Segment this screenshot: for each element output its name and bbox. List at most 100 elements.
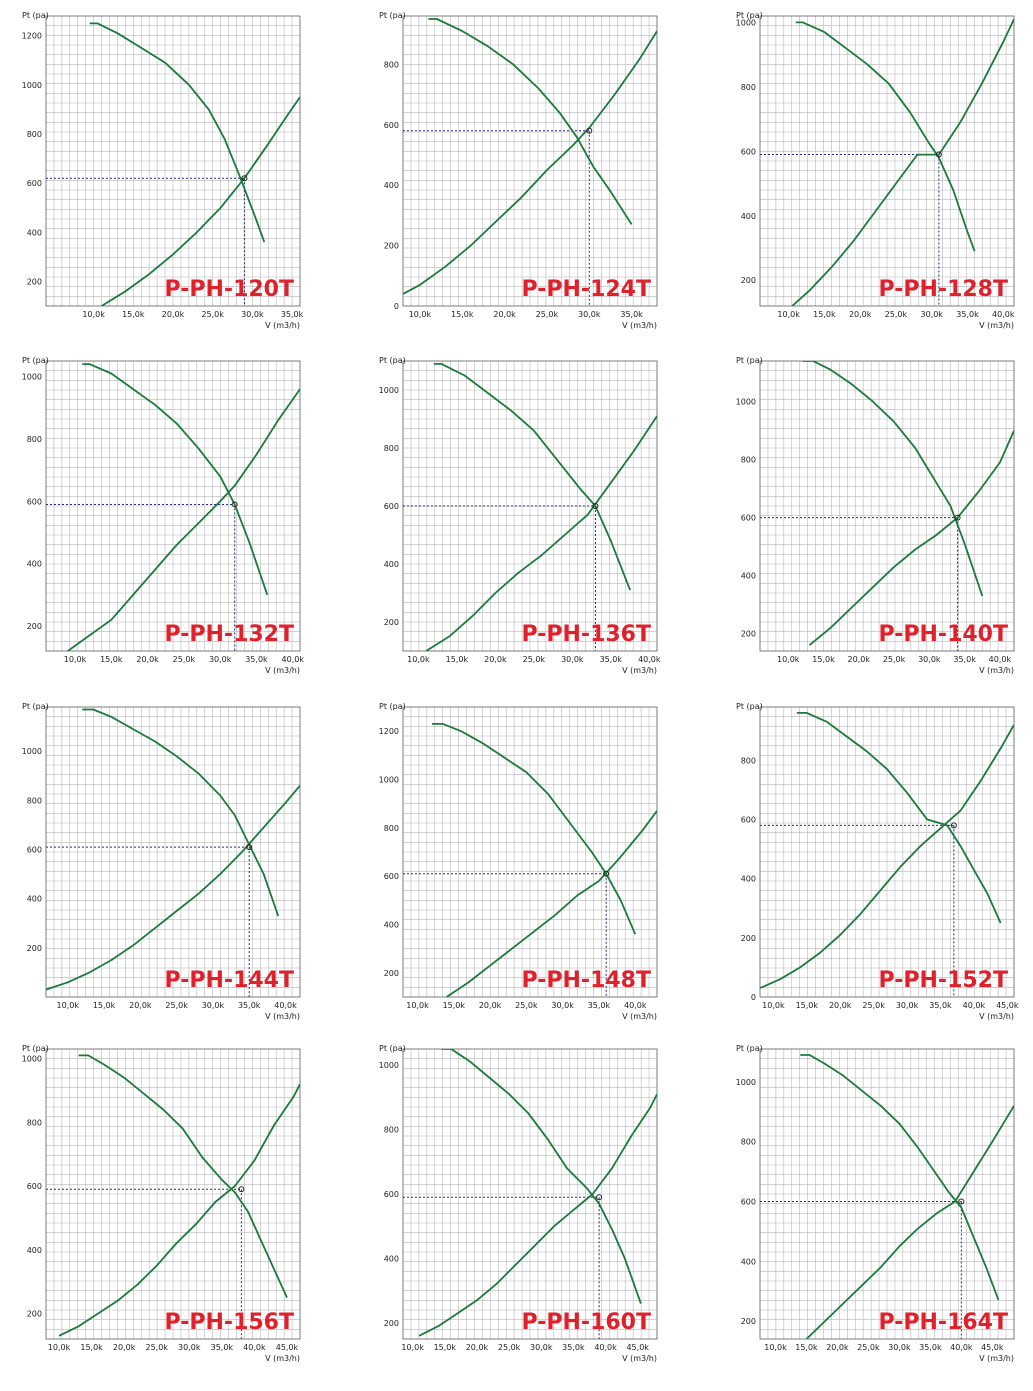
x-tick-label: 20,0k — [466, 1343, 489, 1352]
y-tick-label: 1000 — [736, 1078, 756, 1087]
x-axis-title: V (m3/h) — [265, 1354, 300, 1363]
x-tick-label: 10,0k — [57, 1001, 80, 1010]
chart-panel-p-ph-144t: 200 400 600 800 1000 10,0k 15,0k 20,0k 25,0k 30,0… — [8, 699, 308, 1039]
operating-point-guides — [403, 1196, 600, 1339]
x-axis-title: V (m3/h) — [265, 666, 300, 675]
x-tick-label: 30,0k — [551, 1001, 574, 1010]
grid-lines — [45, 706, 301, 998]
x-tick-label: 30,0k — [918, 655, 941, 664]
x-tick-label: 30,0k — [209, 655, 232, 664]
operating-point-marker — [231, 501, 238, 508]
x-tick-label: 15,0k — [812, 655, 835, 664]
y-tick-label: 400 — [741, 1257, 756, 1266]
x-tick-label: 40,0k — [624, 1001, 647, 1010]
y-axis-title: Pt (pa) — [379, 1044, 406, 1053]
operating-point-guides — [760, 1200, 962, 1339]
operating-point-guides — [760, 824, 955, 997]
chart-panel-p-ph-124t: 0 200 400 600 800 10,0k 15,0k 20,0k 25,0k 30,0k 35… — [365, 8, 665, 348]
x-tick-label: 35,0k — [588, 1001, 611, 1010]
fan-curve — [796, 712, 1002, 924]
x-tick-label: 40,0k — [638, 655, 661, 664]
fan-curve — [433, 363, 631, 591]
x-tick-label: 45,0k — [996, 1001, 1019, 1010]
system-curve — [101, 96, 300, 306]
x-tick-label: 20,0k — [136, 655, 159, 664]
y-tick-label: 400 — [384, 560, 399, 569]
x-tick-label: 15,0k — [443, 1001, 466, 1010]
x-axis-title: V (m3/h) — [622, 321, 657, 330]
x-tick-label: 20,0k — [162, 310, 185, 319]
system-curve — [808, 430, 1014, 646]
x-axis-title: V (m3/h) — [622, 666, 657, 675]
x-tick-label: 25,0k — [536, 310, 559, 319]
fan-curve — [89, 22, 266, 243]
operating-point-marker — [935, 151, 942, 158]
y-tick-label: 400 — [384, 181, 399, 190]
y-tick-label: 600 — [27, 1182, 42, 1191]
y-tick-label: 800 — [27, 1118, 42, 1127]
fan-curve — [432, 723, 637, 935]
grid-lines — [402, 15, 658, 307]
fan-curve — [428, 18, 633, 225]
y-axis-title: Pt (pa) — [736, 702, 763, 711]
x-tick-label: 25,0k — [857, 1343, 880, 1352]
y-tick-label: 600 — [384, 872, 399, 881]
system-curve — [418, 1093, 657, 1337]
y-tick-label: 800 — [27, 130, 42, 139]
y-tick-label: 200 — [741, 276, 756, 285]
fan-curve — [441, 1049, 642, 1304]
operating-point-marker — [603, 870, 610, 877]
x-tick-label: 25,0k — [201, 310, 224, 319]
grid-lines — [45, 360, 301, 652]
chart-panel-p-ph-120t: 200 400 600 800 1000 1200 10,0k 15,0k 20,0k 25,0k… — [8, 8, 308, 348]
model-label: P-PH-152T — [879, 968, 1008, 993]
y-tick-label: 200 — [384, 969, 399, 978]
system-curve — [58, 1083, 300, 1337]
x-tick-label: 35,0k — [281, 310, 304, 319]
y-tick-label: 1200 — [379, 727, 399, 736]
x-tick-label: 10,0k — [48, 1343, 71, 1352]
y-tick-label: 800 — [384, 1126, 399, 1135]
y-axis-title: Pt (pa) — [22, 11, 49, 20]
x-tick-label: 10,0k — [407, 655, 430, 664]
plot-frame — [402, 706, 658, 998]
model-label: P-PH-120T — [165, 277, 294, 302]
x-tick-label: 35,0k — [211, 1343, 234, 1352]
chart-panel-p-ph-132t: 200 400 600 800 1000 10,0k 15,0k 20,0k 25,0k 30,0… — [8, 353, 308, 693]
y-tick-label: 1000 — [22, 373, 42, 382]
y-tick-label: 800 — [27, 435, 42, 444]
plot-frame — [45, 1048, 301, 1340]
operating-point-guides — [760, 154, 940, 306]
x-tick-label: 10,0k — [409, 310, 432, 319]
x-tick-label: 25,0k — [498, 1343, 521, 1352]
y-tick-label: 200 — [27, 944, 42, 953]
x-tick-label: 20,0k — [484, 655, 507, 664]
x-tick-label: 35,0k — [919, 1343, 942, 1352]
x-tick-label: 30,0k — [578, 310, 601, 319]
x-tick-label: 30,0k — [241, 310, 264, 319]
x-tick-label: 40,0k — [274, 1001, 297, 1010]
x-axis-title: V (m3/h) — [265, 321, 300, 330]
x-tick-label: 25,0k — [515, 1001, 538, 1010]
y-tick-label: 800 — [384, 444, 399, 453]
operating-point-marker — [246, 844, 253, 851]
x-tick-label: 10,0k — [82, 310, 105, 319]
chart-svg: 0 200 400 600 800 10,0k 15,0k 20,0k 25,0k 30,0k 35… — [736, 702, 1019, 1021]
x-tick-label: 40,0k — [594, 1343, 617, 1352]
x-axis-title: V (m3/h) — [979, 1354, 1014, 1363]
y-tick-label: 0 — [394, 302, 399, 311]
model-label: P-PH-160T — [522, 1310, 651, 1335]
x-axis-title: V (m3/h) — [265, 1012, 300, 1021]
fan-curve — [800, 1054, 1000, 1301]
model-label: P-PH-140T — [879, 622, 1008, 647]
x-tick-label: 40,0k — [243, 1343, 266, 1352]
x-axis-title: V (m3/h) — [979, 1012, 1014, 1021]
x-tick-label: 35,0k — [620, 310, 643, 319]
y-tick-label: 1000 — [22, 81, 42, 90]
x-tick-label: 20,0k — [826, 1343, 849, 1352]
model-label: P-PH-124T — [522, 277, 651, 302]
y-tick-label: 400 — [384, 1254, 399, 1263]
x-tick-label: 30,0k — [178, 1343, 201, 1352]
plot-frame — [759, 15, 1015, 307]
